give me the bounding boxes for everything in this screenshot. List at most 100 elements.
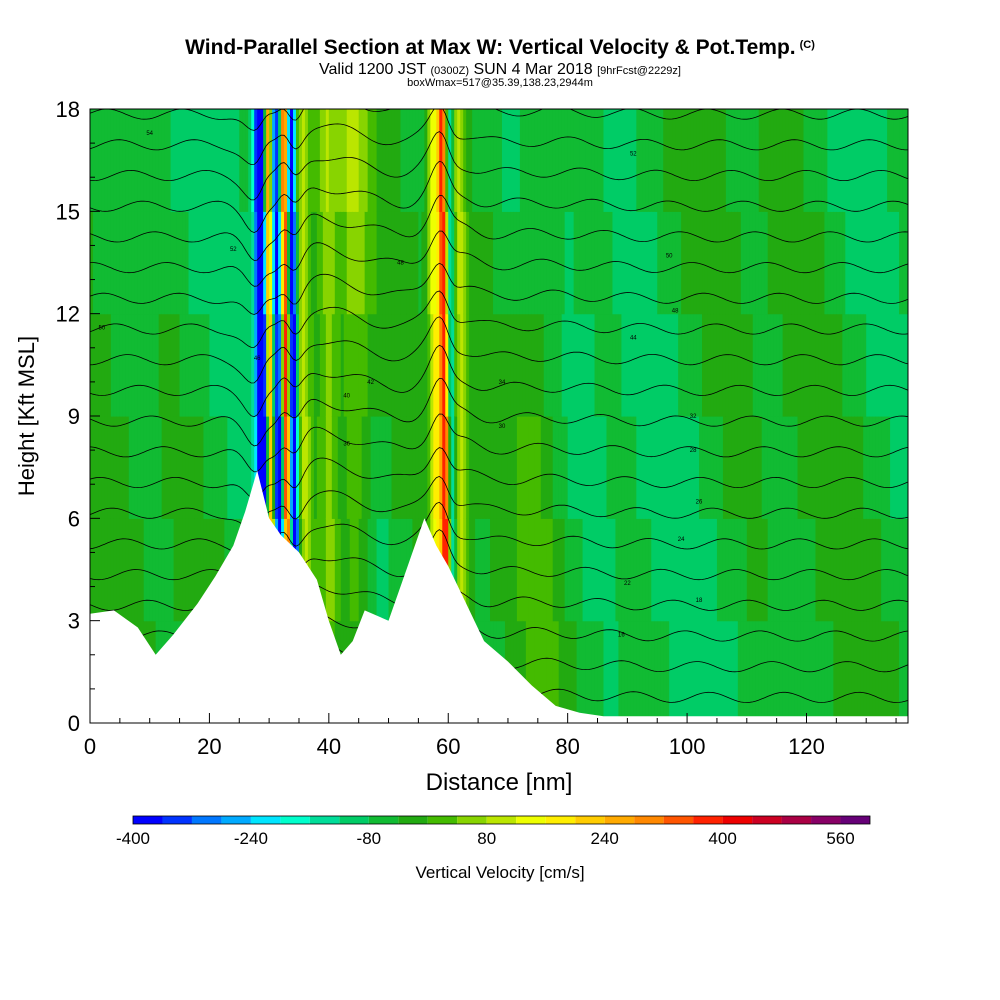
velocity-cell <box>143 211 148 315</box>
velocity-cell <box>743 313 748 417</box>
velocity-cell <box>737 313 742 417</box>
velocity-cell <box>101 109 106 212</box>
velocity-cell <box>725 620 730 723</box>
velocity-cell <box>675 211 679 315</box>
contour-label: 28 <box>690 448 697 454</box>
colorbar-swatch <box>427 816 458 824</box>
velocity-cell <box>412 416 417 519</box>
velocity-cell <box>905 109 908 212</box>
velocity-cell <box>761 109 766 212</box>
velocity-cell <box>830 109 834 212</box>
contour-label: 40 <box>343 394 350 400</box>
velocity-cell <box>525 620 530 723</box>
velocity-cell <box>833 518 837 622</box>
velocity-cell <box>203 211 208 315</box>
velocity-cell <box>179 313 184 417</box>
velocity-cell <box>519 109 524 212</box>
velocity-cell <box>561 313 566 417</box>
velocity-cell <box>472 518 476 622</box>
velocity-cell <box>573 620 578 723</box>
velocity-cell <box>905 313 908 417</box>
velocity-cell <box>875 313 879 417</box>
velocity-cell <box>499 109 503 212</box>
velocity-cell <box>681 416 685 519</box>
velocity-cell <box>176 518 181 622</box>
velocity-cell <box>734 416 739 519</box>
velocity-cell <box>603 620 608 723</box>
velocity-cell <box>310 109 315 212</box>
velocity-cell <box>722 109 727 212</box>
velocity-cell <box>481 211 485 315</box>
velocity-cell <box>833 620 837 723</box>
velocity-cell <box>719 313 724 417</box>
velocity-cell <box>370 416 375 519</box>
velocity-cell <box>710 109 715 212</box>
velocity-cell <box>185 313 190 417</box>
velocity-cell <box>107 518 112 622</box>
velocity-cell <box>287 313 291 417</box>
velocity-cell <box>704 211 709 315</box>
velocity-cell <box>752 211 757 315</box>
colorbar-swatch <box>722 816 753 824</box>
velocity-cell <box>866 313 870 417</box>
velocity-cell <box>513 211 518 315</box>
velocity-cell <box>788 211 793 315</box>
velocity-cell <box>242 211 246 315</box>
velocity-cell <box>615 109 620 212</box>
velocity-cell <box>122 109 127 212</box>
velocity-cell <box>630 620 634 723</box>
velocity-cell <box>645 620 649 723</box>
velocity-cell <box>287 109 291 212</box>
velocity-cell <box>421 416 425 519</box>
velocity-cell <box>137 313 142 417</box>
velocity-cell <box>710 518 715 622</box>
velocity-cell <box>448 518 452 622</box>
velocity-cell <box>821 620 826 723</box>
velocity-cell <box>773 109 778 212</box>
theta-contour <box>90 377 908 447</box>
velocity-cell <box>516 518 521 622</box>
velocity-cell <box>746 313 751 417</box>
velocity-cell <box>636 620 640 723</box>
velocity-cell <box>475 211 479 315</box>
velocity-cell <box>364 416 369 519</box>
velocity-cell <box>579 518 584 622</box>
velocity-cell <box>878 109 882 212</box>
velocity-cell <box>233 211 237 315</box>
velocity-cell <box>675 109 679 212</box>
velocity-cell <box>896 416 900 519</box>
velocity-cell <box>424 313 428 417</box>
velocity-cell <box>251 109 255 212</box>
velocity-cell <box>140 313 145 417</box>
velocity-cell <box>140 211 145 315</box>
copyright-mark: (C) <box>799 39 815 51</box>
velocity-cell <box>116 416 121 519</box>
colorbar-swatch <box>221 816 251 824</box>
velocity-cell <box>439 211 443 315</box>
velocity-cell <box>364 211 369 315</box>
velocity-cell <box>284 109 288 212</box>
velocity-cell <box>466 211 470 315</box>
velocity-cell <box>188 518 193 622</box>
velocity-cell <box>696 313 700 417</box>
velocity-cell <box>869 620 873 723</box>
velocity-cell <box>669 211 673 315</box>
velocity-cell <box>740 518 745 622</box>
velocity-cell <box>878 313 882 417</box>
velocity-cell <box>573 313 578 417</box>
velocity-cell <box>615 211 620 315</box>
velocity-cell <box>582 109 587 212</box>
velocity-cell <box>570 313 575 417</box>
colorbar-swatch <box>250 816 281 824</box>
velocity-cell <box>857 518 861 622</box>
x-tick-label: 120 <box>788 734 825 759</box>
velocity-cell <box>188 416 193 519</box>
velocity-cell <box>609 416 614 519</box>
velocity-cell <box>746 518 751 622</box>
velocity-cell <box>382 211 387 315</box>
velocity-cell <box>501 518 506 622</box>
velocity-cell <box>591 211 596 315</box>
velocity-cell <box>812 109 817 212</box>
velocity-cell <box>696 620 700 723</box>
velocity-cell <box>301 313 306 417</box>
